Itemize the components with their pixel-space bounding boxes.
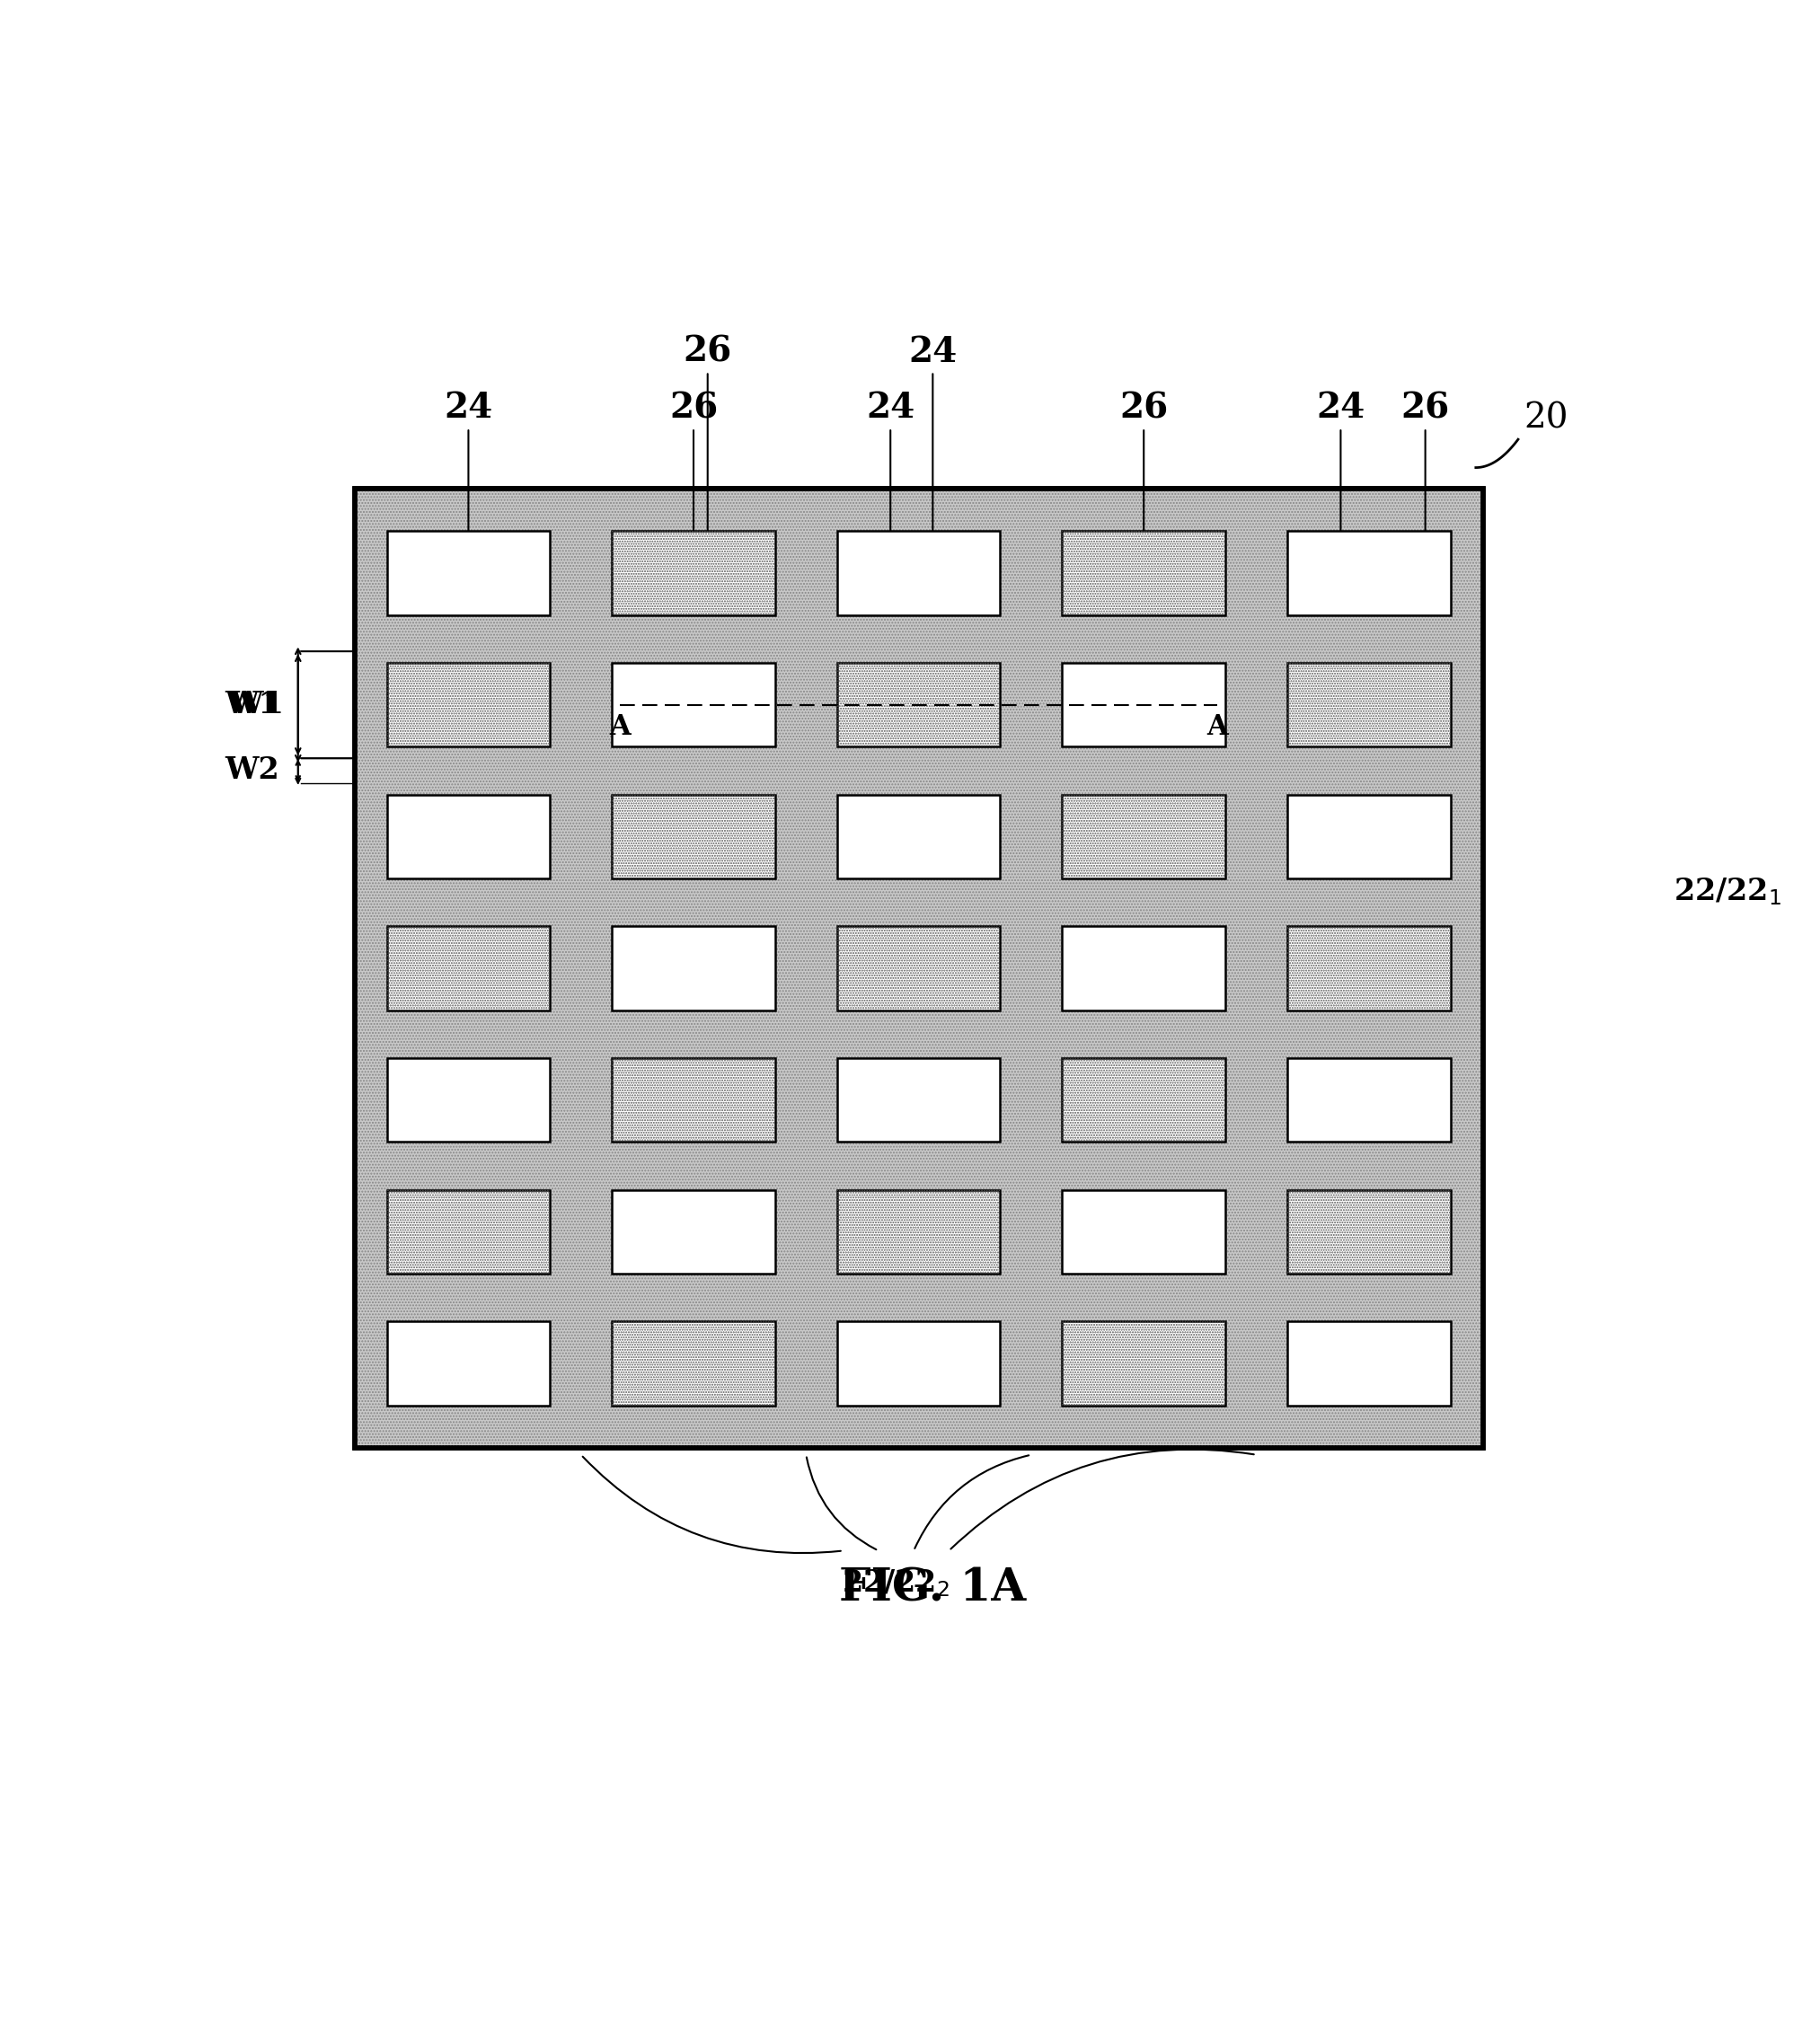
Text: 26: 26 [682,335,732,532]
Bar [388,1057,550,1142]
Bar [1063,1321,1225,1406]
Bar [1287,795,1451,879]
Text: 26: 26 [1119,392,1168,532]
Bar [612,927,775,1010]
Text: A: A [610,714,632,741]
Bar [355,489,1483,1449]
Bar [388,663,550,747]
Bar [1063,1321,1225,1406]
Text: 26: 26 [1401,392,1451,532]
Bar [612,795,775,879]
Text: W2: W2 [226,755,280,785]
Bar [1063,532,1225,615]
Bar [612,532,775,615]
Bar [837,663,1001,747]
Bar [612,795,775,879]
Bar [1063,532,1225,615]
Bar [388,1321,550,1406]
Bar [1063,795,1225,879]
Text: W1: W1 [229,690,284,720]
Bar [837,927,1001,1010]
Bar [355,489,1483,1449]
Text: 26: 26 [670,392,717,532]
Bar [1063,663,1225,747]
Bar [1287,1321,1451,1406]
Text: FIG. 1A: FIG. 1A [839,1566,1026,1611]
Text: 24: 24 [1316,392,1365,532]
Bar [612,1189,775,1274]
Bar [1063,1057,1225,1142]
Bar [1287,927,1451,1010]
Bar [612,663,775,747]
Bar [1063,795,1225,879]
Bar [355,489,1483,1449]
Bar [612,1321,775,1406]
Bar [612,1321,775,1406]
Text: 22/22$_2$: 22/22$_2$ [843,1568,950,1599]
Bar [1287,1057,1451,1142]
Text: 22/22$_1$: 22/22$_1$ [1673,877,1782,907]
Bar [612,1057,775,1142]
Bar [837,1189,1001,1274]
Bar [612,532,775,615]
Bar [1287,927,1451,1010]
Bar [1063,927,1225,1010]
Bar [388,927,550,1010]
Bar [388,1189,550,1274]
Bar [837,1321,1001,1406]
Bar [837,663,1001,747]
Bar [837,532,1001,615]
Bar [837,927,1001,1010]
Bar [1063,1057,1225,1142]
Text: 24: 24 [444,392,493,532]
Bar [388,663,550,747]
Bar [1287,663,1451,747]
Bar [1287,663,1451,747]
Bar [388,1189,550,1274]
Bar [1287,532,1451,615]
Text: W1: W1 [226,690,280,720]
Bar [1063,1189,1225,1274]
Bar [388,795,550,879]
Text: A: A [1207,714,1229,741]
Bar [388,927,550,1010]
Bar [388,532,550,615]
Bar [837,795,1001,879]
Text: 24: 24 [866,392,915,532]
Text: 20: 20 [1523,402,1569,434]
Text: 24: 24 [908,335,957,532]
Bar [1287,1189,1451,1274]
Bar [1287,1189,1451,1274]
Bar [612,1057,775,1142]
Bar [837,1057,1001,1142]
Bar [837,1189,1001,1274]
